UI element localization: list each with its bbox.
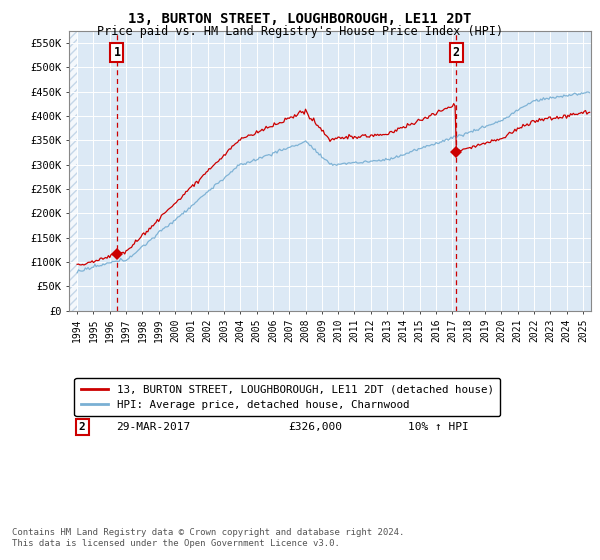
- Text: £116,000: £116,000: [288, 400, 342, 409]
- Text: 45% ↑ HPI: 45% ↑ HPI: [409, 400, 469, 409]
- Text: Price paid vs. HM Land Registry's House Price Index (HPI): Price paid vs. HM Land Registry's House …: [97, 25, 503, 38]
- Text: 1: 1: [113, 46, 121, 59]
- Text: Contains HM Land Registry data © Crown copyright and database right 2024.
This d: Contains HM Land Registry data © Crown c…: [12, 528, 404, 548]
- Text: 2: 2: [79, 422, 85, 432]
- Text: 13, BURTON STREET, LOUGHBOROUGH, LE11 2DT: 13, BURTON STREET, LOUGHBOROUGH, LE11 2D…: [128, 12, 472, 26]
- Text: 2: 2: [452, 46, 460, 59]
- Text: 12-JUN-1996: 12-JUN-1996: [116, 400, 190, 409]
- Legend: 13, BURTON STREET, LOUGHBOROUGH, LE11 2DT (detached house), HPI: Average price, : 13, BURTON STREET, LOUGHBOROUGH, LE11 2D…: [74, 378, 500, 416]
- Text: 29-MAR-2017: 29-MAR-2017: [116, 422, 190, 432]
- Text: 10% ↑ HPI: 10% ↑ HPI: [409, 422, 469, 432]
- Text: £326,000: £326,000: [288, 422, 342, 432]
- Bar: [69, 31, 77, 311]
- Text: 1: 1: [79, 400, 85, 409]
